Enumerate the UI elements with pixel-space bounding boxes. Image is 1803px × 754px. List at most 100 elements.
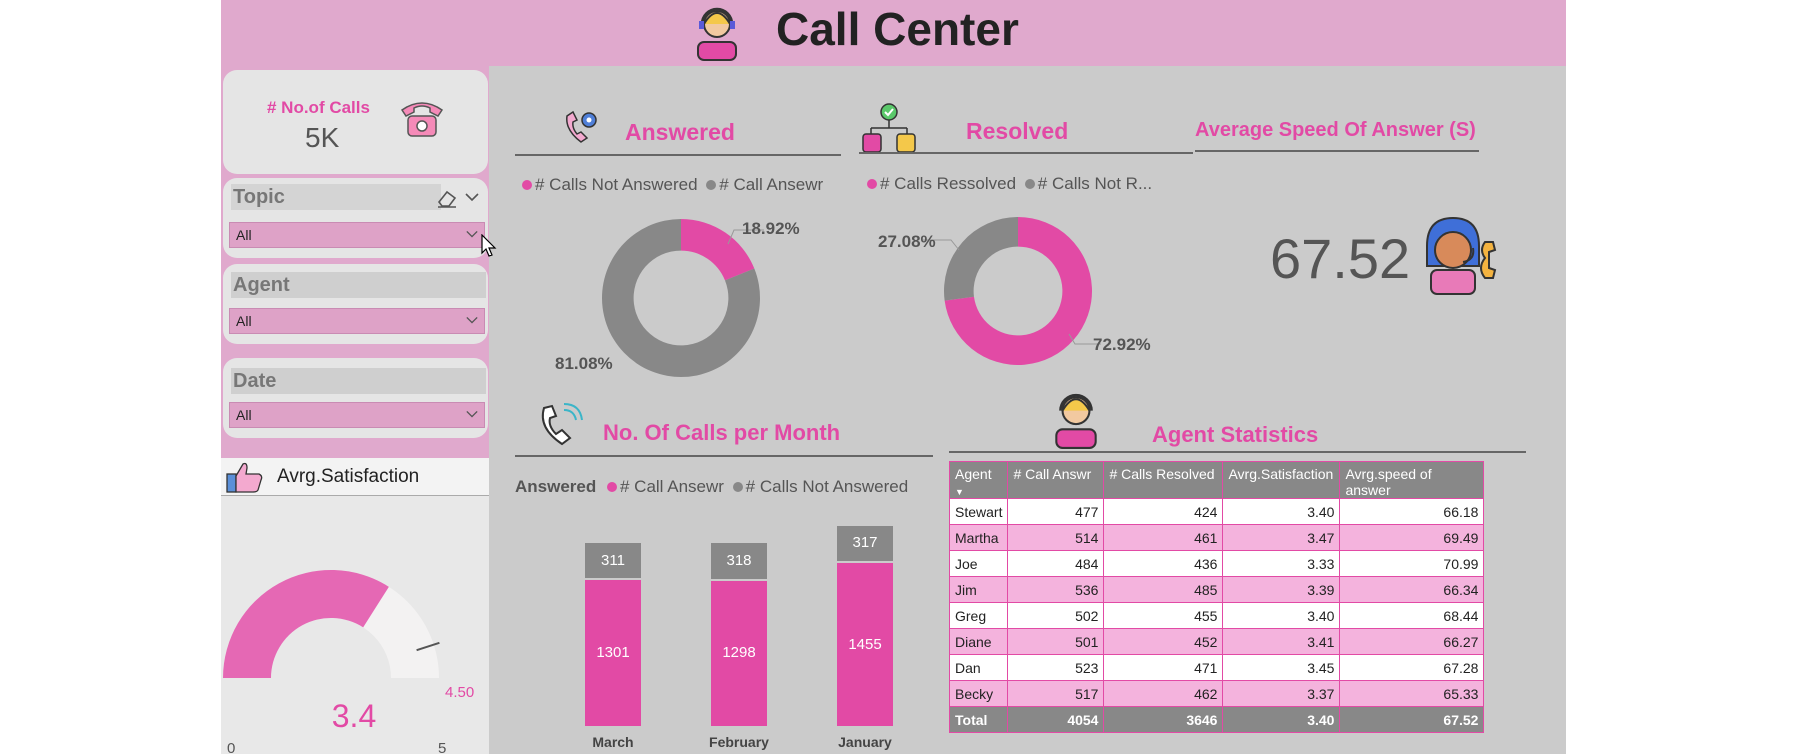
table-cell: 69.49: [1339, 524, 1485, 551]
table-cell: Becky: [948, 680, 1009, 707]
table-cell: 471: [1103, 654, 1224, 681]
table-cell: 502: [1007, 602, 1105, 629]
agent-stats-underline: [949, 451, 1526, 453]
bar-not-answered[interactable]: [837, 525, 893, 562]
bar-answered[interactable]: [711, 580, 767, 726]
answered-slice-pink[interactable]: [681, 219, 755, 281]
table-cell: Total: [948, 706, 1009, 733]
answered-donut[interactable]: [601, 218, 761, 378]
table-cell: 67.52: [1339, 706, 1485, 733]
column-header[interactable]: # Call Answr: [1007, 461, 1105, 499]
bar-answered[interactable]: [837, 563, 893, 726]
column-header[interactable]: # Calls Resolved: [1103, 461, 1224, 499]
chevron-down-icon: [466, 316, 478, 324]
table-cell: 461: [1103, 524, 1224, 551]
mouse-cursor-icon: [481, 234, 497, 257]
bar-not-answered[interactable]: [585, 543, 641, 579]
table-cell: 3.47: [1222, 524, 1341, 551]
table-row[interactable]: Joe 484 436 3.33 70.99: [948, 550, 1485, 577]
x-tick-label: January: [838, 734, 892, 750]
table-cell: 424: [1103, 498, 1224, 525]
legend-item[interactable]: # Calls Not R...: [1024, 174, 1152, 193]
legend-item[interactable]: # Call Ansewr: [706, 175, 823, 194]
resolved-slice-grey[interactable]: [944, 217, 1018, 301]
table-row[interactable]: Martha 514 461 3.47 69.49: [948, 524, 1485, 551]
topic-dropdown[interactable]: All: [229, 222, 485, 248]
gauge-target-marker: [416, 641, 440, 652]
answered-pct-answered: 81.08%: [555, 354, 613, 373]
column-header[interactable]: Avrg.Satisfaction: [1222, 461, 1341, 499]
table-cell: 536: [1007, 576, 1105, 603]
agent-dropdown[interactable]: All: [229, 308, 485, 334]
legend-dot: [1024, 179, 1035, 189]
table-cell: 462: [1103, 680, 1224, 707]
column-header[interactable]: Avrg.speed of answer: [1339, 461, 1485, 499]
date-dropdown[interactable]: All: [229, 402, 485, 428]
table-row[interactable]: Jim 536 485 3.39 66.34: [948, 576, 1485, 603]
column-header-label: Agent: [955, 466, 992, 482]
date-dropdown-value: All: [236, 407, 252, 423]
satisfaction-panel: Avrg.Satisfaction 3.4 0 5 4.50: [221, 458, 489, 754]
table-row[interactable]: Stewart 477 424 3.40 66.18: [948, 498, 1485, 525]
table-cell: Jim: [948, 576, 1009, 603]
legend-item[interactable]: # Calls Not Answered: [732, 477, 909, 496]
gauge-min: 0: [227, 740, 236, 754]
table-row[interactable]: Becky 517 462 3.37 65.33: [948, 680, 1485, 707]
table-row[interactable]: Dan 523 471 3.45 67.28: [948, 654, 1485, 681]
left-panel: # No.of Calls 5K Topic All Agent A: [221, 66, 489, 754]
table-cell: 517: [1007, 680, 1105, 707]
eraser-icon[interactable]: [436, 188, 458, 208]
legend-item[interactable]: # Calls Ressolved: [867, 174, 1016, 193]
answered-slice-grey[interactable]: [602, 219, 760, 377]
legend-label: # Call Ansewr: [719, 175, 824, 194]
chevron-down-icon: [466, 230, 478, 238]
table-cell: 3.41: [1222, 628, 1341, 655]
table-cell: 452: [1103, 628, 1224, 655]
resolved-slice-pink[interactable]: [944, 217, 1092, 365]
resolved-donut[interactable]: [943, 216, 1093, 366]
kpi-value: 5K: [305, 122, 340, 153]
answered-title: Answered: [625, 119, 735, 145]
table-cell: 3.37: [1222, 680, 1341, 707]
gauge-max: 5: [438, 740, 447, 754]
table-row[interactable]: Diane 501 452 3.41 66.27: [948, 628, 1485, 655]
x-tick-label: February: [709, 734, 769, 750]
table-cell: 485: [1103, 576, 1224, 603]
column-header[interactable]: Agent ▼: [948, 461, 1009, 499]
resolved-underline: [859, 152, 1193, 154]
chevron-down-icon[interactable]: [465, 192, 479, 202]
table-cell: 65.33: [1339, 680, 1485, 707]
slicer-title-topic: Topic: [231, 184, 441, 210]
leader-line: [923, 239, 960, 251]
table-cell: Diane: [948, 628, 1009, 655]
table-cell: 66.34: [1339, 576, 1485, 603]
agent-avatar-icon: [1055, 393, 1097, 449]
gauge-target: 4.50: [445, 684, 475, 701]
legend-label: # Calls Not Answered: [745, 477, 909, 496]
table-row[interactable]: Greg 502 455 3.40 68.44: [948, 602, 1485, 629]
gauge-value: 3.4: [331, 698, 377, 734]
table-cell: 3.39: [1222, 576, 1341, 603]
table-cell: Dan: [948, 654, 1009, 681]
header-bar: Call Center: [221, 0, 1566, 66]
calls-month-bar-chart: 1301 311 March 1298 318 February 1455 317 Januar…: [521, 510, 941, 754]
answered-underline: [515, 154, 841, 156]
legend-label: # Call Ansewr: [619, 477, 724, 496]
bar-not-answered[interactable]: [711, 543, 767, 579]
table-cell: 3.40: [1222, 498, 1341, 525]
bar-answered[interactable]: [585, 580, 641, 726]
legend-dot: [867, 179, 877, 189]
sort-desc-icon: ▼: [955, 487, 964, 497]
legend-item[interactable]: # Call Ansewr: [606, 477, 724, 496]
table-header-row: Agent ▼ # Call Answr # Calls Resolved Avr…: [948, 461, 1485, 499]
chevron-down-icon: [466, 410, 478, 418]
table-cell: 3646: [1103, 706, 1224, 733]
legend-item[interactable]: # Calls Not Answered: [522, 175, 698, 194]
agent-avatar-icon: [697, 7, 737, 61]
table-cell: Greg: [948, 602, 1009, 629]
agent-stats-table: Agent ▼ # Call Answr # Calls Resolved Avr…: [948, 461, 1485, 733]
calls-month-title: No. Of Calls per Month: [603, 420, 841, 445]
page-title: Call Center: [776, 3, 1019, 55]
date-slicer: Date All: [223, 358, 488, 438]
table-cell: 70.99: [1339, 550, 1485, 577]
